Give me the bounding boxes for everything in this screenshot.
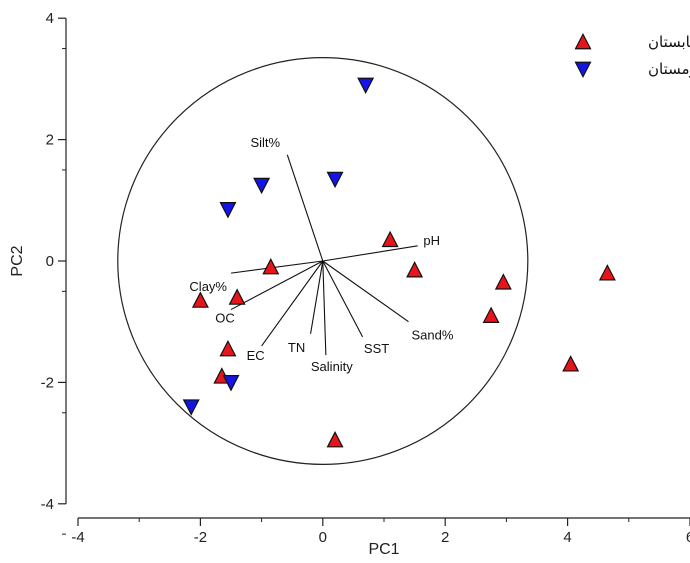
legend-marker: [574, 32, 592, 50]
x-tick-label: -2: [194, 529, 207, 546]
winter-point: [182, 399, 200, 416]
loading-vector: [286, 154, 324, 262]
winter-point: [326, 171, 344, 189]
summer-point: [326, 431, 344, 448]
loading-label: TN: [288, 340, 305, 355]
x-axis-title: PC1: [368, 541, 399, 558]
summer-point: [406, 261, 424, 278]
loading-vector: [322, 245, 418, 262]
winter-point: [219, 202, 237, 219]
legend-label: زمستان: [648, 60, 690, 78]
legend-marker: [574, 61, 592, 79]
summer-point: [262, 258, 280, 275]
loading-label: Clay%: [189, 279, 227, 294]
y-tick-label: -4: [41, 496, 54, 513]
y-tick-label: 4: [46, 10, 54, 27]
winter-point: [357, 77, 375, 95]
winter-point: [253, 177, 271, 195]
summer-point: [191, 291, 209, 308]
loading-label: Silt%: [250, 135, 280, 150]
loading-vector: [310, 260, 324, 334]
loading-vector: [322, 260, 364, 338]
loading-vector: [261, 260, 324, 347]
x-tick-label: -4: [71, 529, 84, 546]
loading-vector: [230, 260, 324, 311]
y-axis-title: PC2: [9, 245, 26, 276]
summer-point: [228, 288, 246, 305]
x-tick-label: 6: [686, 529, 690, 546]
winter-point: [222, 375, 240, 392]
loading-label: pH: [423, 233, 440, 248]
summer-point: [494, 273, 512, 290]
summer-point: [381, 230, 399, 248]
loading-vector: [230, 260, 323, 274]
summer-point: [598, 264, 616, 281]
correlation-circle: [117, 57, 529, 465]
x-tick-label: 4: [563, 529, 571, 546]
x-tick-label: 0: [319, 529, 327, 546]
legend-label: تابستان: [648, 33, 690, 51]
x-tick-label: 2: [441, 529, 449, 546]
loading-vector: [322, 260, 327, 356]
loading-vector: [322, 260, 409, 323]
summer-point: [219, 339, 237, 357]
loading-label: SST: [364, 341, 389, 356]
y-tick-label: 2: [46, 132, 54, 149]
loading-label: OC: [215, 311, 235, 326]
y-tick-label: 0: [46, 253, 54, 270]
y-tick-label: -2: [41, 374, 54, 391]
summer-point: [482, 306, 500, 323]
loading-label: Sand%: [412, 328, 454, 343]
loading-label: EC: [247, 348, 265, 363]
loading-label: Salinity: [311, 359, 353, 374]
summer-point: [562, 355, 580, 372]
